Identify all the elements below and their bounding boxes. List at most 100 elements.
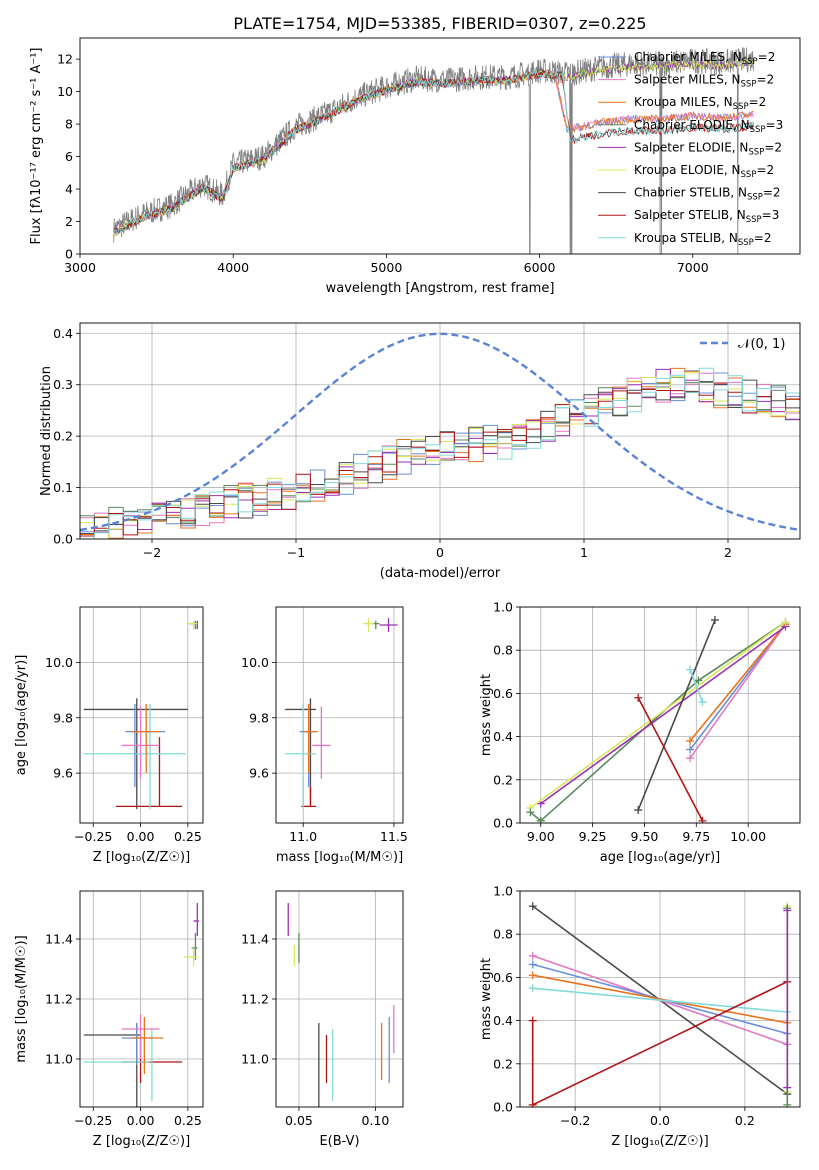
y-tick-label: 0.4: [53, 326, 73, 341]
legend-entry: Kroupa MILES, NSSP=2: [634, 95, 766, 112]
histogram-salpeter-stelib: [80, 382, 800, 537]
legend-suffix: =2: [754, 231, 772, 245]
y-tick-label: 0.2: [493, 772, 513, 787]
y-tick-label: 11.0: [241, 1052, 269, 1067]
x-axis-label: wavelength [Angstrom, rest frame]: [326, 281, 555, 296]
legend-text: Salpeter MILES, N: [634, 73, 741, 87]
plot-area: [285, 618, 398, 810]
y-tick-label: 9.6: [249, 766, 269, 781]
weight-line: [532, 987, 788, 1013]
weight-marker: [698, 816, 707, 823]
y-axis-label: Normed distribution: [39, 366, 54, 496]
y-tick-label: 0.4: [493, 1013, 513, 1028]
panel-mass_vs_ebv: 0.05 0.10 11.0 11.2 11.4 E(B-V): [241, 890, 404, 1149]
x-axis-label: Z [log₁₀(Z/Z☉)]: [611, 1134, 708, 1149]
weight-marker: [698, 698, 707, 707]
y-tick-label: 9.8: [53, 710, 73, 725]
y-tick-label: 0.2: [53, 429, 73, 444]
y-axis-label: age [log₁₀(age/yr)]: [14, 655, 29, 776]
weight-line: [689, 669, 704, 703]
legend-entry: Salpeter STELIB, NSSP=3: [634, 208, 779, 225]
weight-marker: [526, 808, 535, 817]
legend-entry: Chabrier MILES, NSSP=2: [634, 50, 775, 67]
legend-entry: Salpeter ELODIE, NSSP=2: [634, 140, 782, 157]
normal-curve: [80, 332, 800, 532]
weight-line: [689, 623, 787, 759]
y-tick-label: 4: [65, 182, 73, 197]
x-tick-label: 11.5: [380, 829, 408, 844]
legend-sub: SSP: [746, 215, 762, 225]
weight-marker: [783, 906, 792, 915]
figure-title: PLATE=1754, MJD=53385, FIBERID=0307, z=0…: [233, 14, 646, 33]
legend-suffix: =2: [749, 95, 767, 109]
plot-area: [526, 615, 790, 823]
x-tick-label: 0.0: [650, 1113, 670, 1128]
weight-line: [529, 621, 786, 809]
plot-area: [83, 620, 198, 810]
x-tick-label: −2: [143, 545, 161, 560]
y-tick-label: 10: [57, 84, 73, 99]
x-tick-label: 3000: [64, 260, 96, 275]
y-tick-label: 0.0: [53, 532, 73, 547]
axes-frame: [275, 606, 404, 824]
y-tick-label: 0.0: [493, 816, 513, 831]
y-tick-label: 0.0: [493, 1100, 513, 1115]
weight-marker: [686, 736, 695, 745]
x-tick-label: 7000: [677, 260, 709, 275]
y-tick-label: 0.8: [493, 927, 513, 942]
legend-entry: Salpeter MILES, NSSP=2: [634, 73, 774, 90]
legend-entry: Kroupa ELODIE, NSSP=2: [634, 163, 774, 180]
y-tick-label: 9.8: [249, 710, 269, 725]
weight-marker: [781, 618, 790, 627]
plot-area: [80, 332, 800, 539]
x-tick-label: −1: [287, 545, 305, 560]
weight-line: [689, 623, 787, 751]
axes-frame: [275, 890, 404, 1108]
x-tick-label: 9.75: [682, 829, 710, 844]
weight-marker: [634, 806, 643, 815]
legend-sub: SSP: [741, 80, 757, 90]
axes-frame: [79, 890, 204, 1108]
weight-marker: [528, 1100, 537, 1107]
panel-spectrum: 3000 4000 5000 6000 7000 0 2 4 6 8 10 12 wavelength …: [29, 37, 801, 296]
x-tick-label: 0.25: [174, 1113, 202, 1128]
y-tick-label: 1.0: [493, 884, 513, 899]
x-tick-label: 9.25: [579, 829, 607, 844]
y-tick-label: 0.2: [493, 1056, 513, 1071]
x-tick-label: 0.00: [127, 829, 155, 844]
y-tick-label: 2: [65, 214, 73, 229]
legend-text: Kroupa MILES, N: [634, 95, 733, 109]
model-kroupa-stelib: [113, 69, 754, 237]
x-axis-label: mass [log₁₀(M/M☉)]: [276, 850, 403, 865]
weight-marker: [528, 960, 537, 969]
panel-age_vs_Z: −0.25 0.00 0.25 9.6 9.8 10.0 Z [log₁₀(Z/Z☉)] ag…: [14, 606, 204, 865]
weight-marker: [783, 1100, 792, 1107]
y-tick-label: 0.8: [493, 643, 513, 658]
weight-marker: [528, 951, 537, 960]
x-tick-label: 0.25: [174, 829, 202, 844]
plot-area: [528, 902, 792, 1107]
x-tick-label: −0.2: [560, 1113, 590, 1128]
legend-sub: SSP: [750, 125, 766, 135]
x-tick-label: 9.00: [527, 829, 555, 844]
y-tick-label: 6: [65, 149, 73, 164]
x-tick-label: 6000: [524, 260, 556, 275]
histogram-kroupa-stelib: [80, 367, 800, 539]
legend-text: Chabrier ELODIE, N: [634, 118, 750, 132]
legend-sub: SSP: [733, 102, 749, 112]
legend-suffix: =2: [764, 140, 782, 154]
y-tick-label: 0.3: [53, 377, 73, 392]
x-axis-label: age [log₁₀(age/yr)]: [600, 850, 721, 865]
x-tick-label: 11.0: [289, 829, 317, 844]
legend-suffix: =3: [762, 208, 780, 222]
legend-sub: SSP: [742, 57, 758, 67]
panel-weight_vs_age: 9.00 9.25 9.50 9.75 10.00 0.0 0.2 0.4 0.6 0.8 1.0 a…: [479, 600, 801, 865]
legend-text: Salpeter STELIB, N: [634, 208, 746, 222]
legend-suffix: =2: [756, 73, 774, 87]
weight-marker: [528, 984, 537, 993]
panel-weight_vs_Z: −0.2 0.0 0.2 0.0 0.2 0.4 0.6 0.8 1.0 Z [log₁₀(Z/Z…: [479, 884, 801, 1149]
x-tick-label: 5000: [370, 260, 402, 275]
legend-entry: Chabrier STELIB, NSSP=2: [634, 186, 781, 203]
legend-suffix: =2: [763, 186, 781, 200]
